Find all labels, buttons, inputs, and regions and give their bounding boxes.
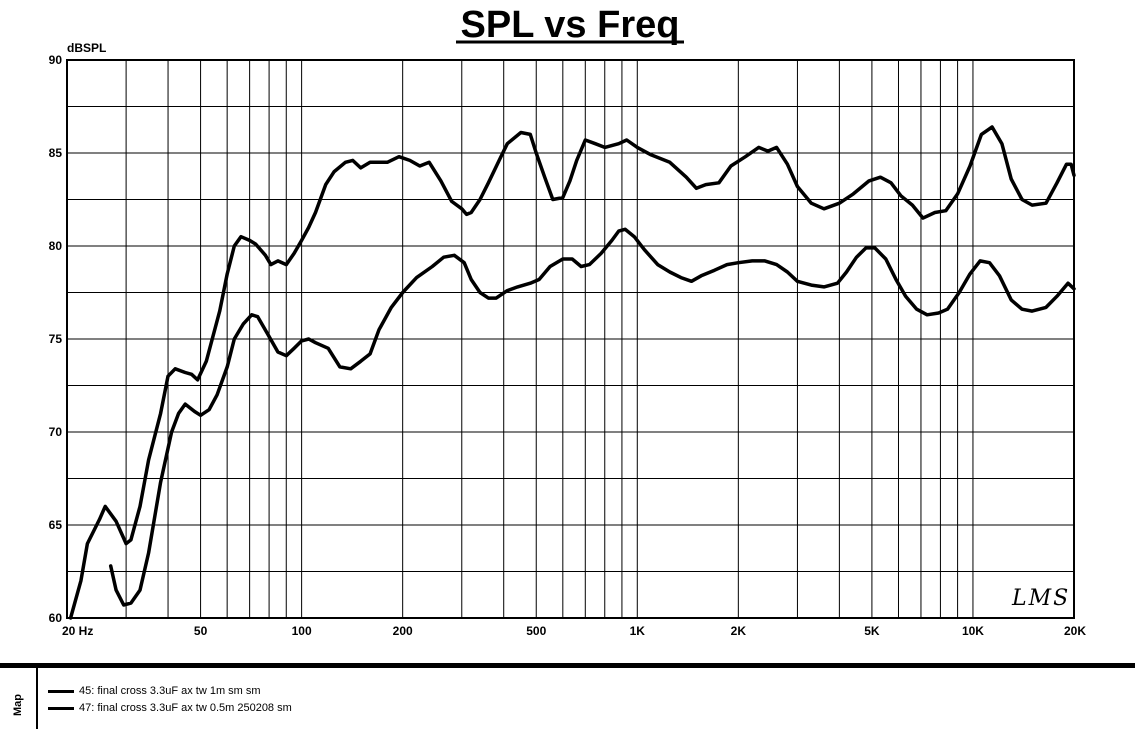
x-tick-label: 50 [194, 624, 208, 638]
x-tick-label: 500 [526, 624, 546, 638]
y-tick-label: 75 [49, 332, 63, 346]
spl-chart: SPL vs Freq dBSPL 20 Hz 50 100 200 500 1K 2K 5K… [49, 4, 1087, 638]
legend: Map 45: final cross 3.3uF ax tw 1m sm sm… [0, 663, 1135, 729]
legend-side-label: Map [12, 694, 24, 716]
tick-labels: 20 Hz 50 100 200 500 1K 2K 5K 10K 20K 60 65 70 75 80 85… [49, 53, 1087, 638]
x-tick-label: 1K [630, 624, 646, 638]
series-line-2 [108, 227, 1076, 607]
y-tick-label: 80 [49, 239, 63, 253]
chart-title: SPL vs Freq [461, 4, 680, 46]
x-tick-label: 200 [393, 624, 413, 638]
x-tick-label: 100 [292, 624, 312, 638]
legend-side-panel: Map [0, 668, 38, 729]
y-tick-label: 70 [49, 425, 63, 439]
grid [67, 60, 1074, 618]
y-tick-label: 65 [49, 518, 63, 532]
legend-swatch [48, 689, 74, 693]
y-axis-label: dBSPL [67, 41, 106, 55]
legend-swatch [48, 706, 74, 710]
x-tick-label: 5K [864, 624, 880, 638]
plot-frame [66, 59, 1075, 619]
y-tick-label: 60 [49, 611, 63, 625]
lms-watermark: LMS [1011, 586, 1070, 611]
x-tick-label: 20K [1064, 624, 1086, 638]
legend-entry-47: 47: final cross 3.3uF ax tw 0.5m 250208 … [48, 701, 292, 715]
y-tick-label: 90 [49, 53, 63, 67]
x-tick-label: 20 Hz [62, 624, 93, 638]
series-lines [68, 125, 1076, 620]
x-tick-label: 2K [731, 624, 747, 638]
legend-entry-45: 45: final cross 3.3uF ax tw 1m sm sm [48, 684, 261, 698]
legend-entry-label: 45: final cross 3.3uF ax tw 1m sm sm [79, 685, 261, 697]
x-tick-label: 10K [962, 624, 984, 638]
series-line-1 [68, 125, 1076, 620]
legend-entry-label: 47: final cross 3.3uF ax tw 0.5m 250208 … [79, 702, 292, 714]
y-tick-label: 85 [49, 146, 63, 160]
